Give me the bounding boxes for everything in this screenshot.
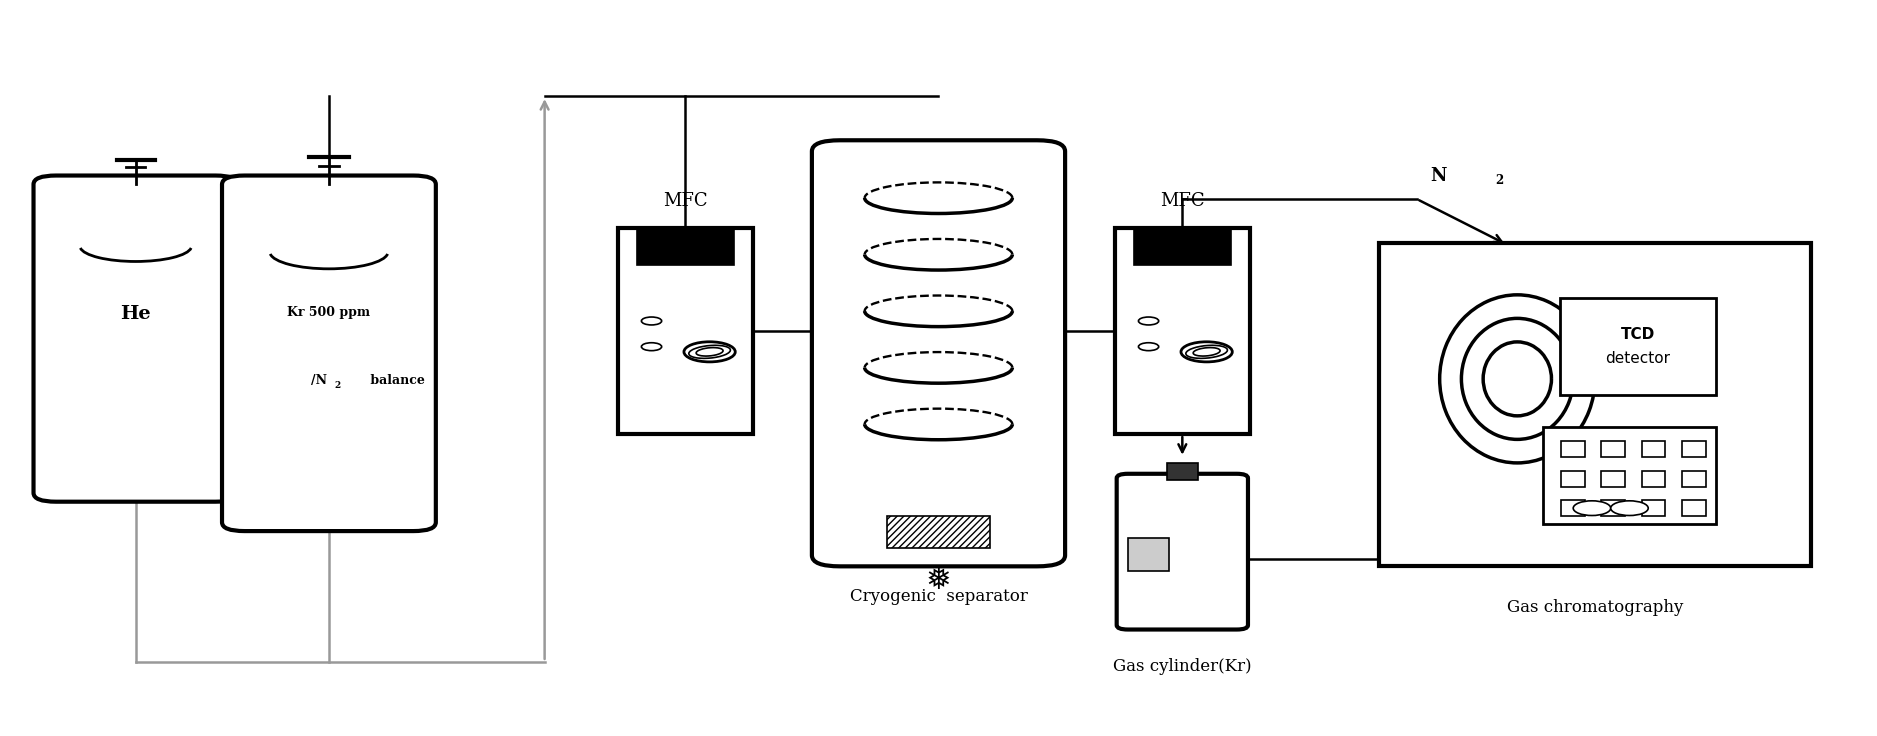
Circle shape bbox=[1139, 317, 1158, 325]
Text: MFC: MFC bbox=[663, 192, 708, 210]
Bar bbox=[1134, 228, 1231, 266]
Bar bbox=[1128, 539, 1169, 570]
Text: Gas chromatography: Gas chromatography bbox=[1507, 599, 1684, 617]
Text: Gas cylinder(Kr): Gas cylinder(Kr) bbox=[1113, 658, 1252, 675]
Bar bbox=[636, 228, 734, 266]
Circle shape bbox=[1610, 500, 1648, 515]
Bar bbox=[618, 228, 753, 434]
Bar bbox=[1560, 298, 1716, 395]
Text: detector: detector bbox=[1605, 350, 1671, 366]
FancyBboxPatch shape bbox=[813, 141, 1064, 566]
Text: 2: 2 bbox=[334, 381, 340, 390]
Text: Cryogenic  separator: Cryogenic separator bbox=[850, 588, 1027, 606]
Bar bbox=[1543, 428, 1716, 524]
Bar bbox=[1380, 243, 1811, 566]
Bar bbox=[1167, 463, 1198, 481]
Bar bbox=[1562, 471, 1586, 486]
Bar bbox=[1642, 442, 1665, 458]
Circle shape bbox=[642, 317, 663, 325]
Circle shape bbox=[1139, 343, 1158, 350]
Text: TCD: TCD bbox=[1622, 328, 1656, 342]
Bar bbox=[1562, 442, 1586, 458]
Bar bbox=[1601, 471, 1625, 486]
Text: ❅: ❅ bbox=[925, 566, 952, 595]
Bar bbox=[1601, 442, 1625, 458]
Circle shape bbox=[1573, 500, 1610, 515]
Circle shape bbox=[683, 342, 736, 362]
Text: He: He bbox=[120, 305, 150, 323]
FancyBboxPatch shape bbox=[221, 175, 435, 531]
FancyBboxPatch shape bbox=[1117, 474, 1248, 629]
Bar bbox=[1642, 471, 1665, 486]
Bar bbox=[1682, 500, 1706, 516]
Text: /N: /N bbox=[312, 374, 327, 387]
Bar bbox=[1115, 228, 1250, 434]
Bar bbox=[1642, 500, 1665, 516]
Bar bbox=[1562, 500, 1586, 516]
Bar bbox=[1128, 539, 1169, 570]
Text: balance: balance bbox=[366, 374, 424, 387]
Bar bbox=[1601, 500, 1625, 516]
Bar bbox=[1682, 442, 1706, 458]
Bar bbox=[888, 516, 989, 548]
Text: 2: 2 bbox=[1496, 174, 1503, 187]
Text: Kr 500 ppm: Kr 500 ppm bbox=[287, 306, 370, 319]
Circle shape bbox=[642, 343, 663, 350]
Text: MFC: MFC bbox=[1160, 192, 1205, 210]
Circle shape bbox=[1181, 342, 1233, 362]
FancyBboxPatch shape bbox=[34, 175, 238, 502]
Bar bbox=[1682, 471, 1706, 486]
Text: N: N bbox=[1430, 166, 1447, 185]
